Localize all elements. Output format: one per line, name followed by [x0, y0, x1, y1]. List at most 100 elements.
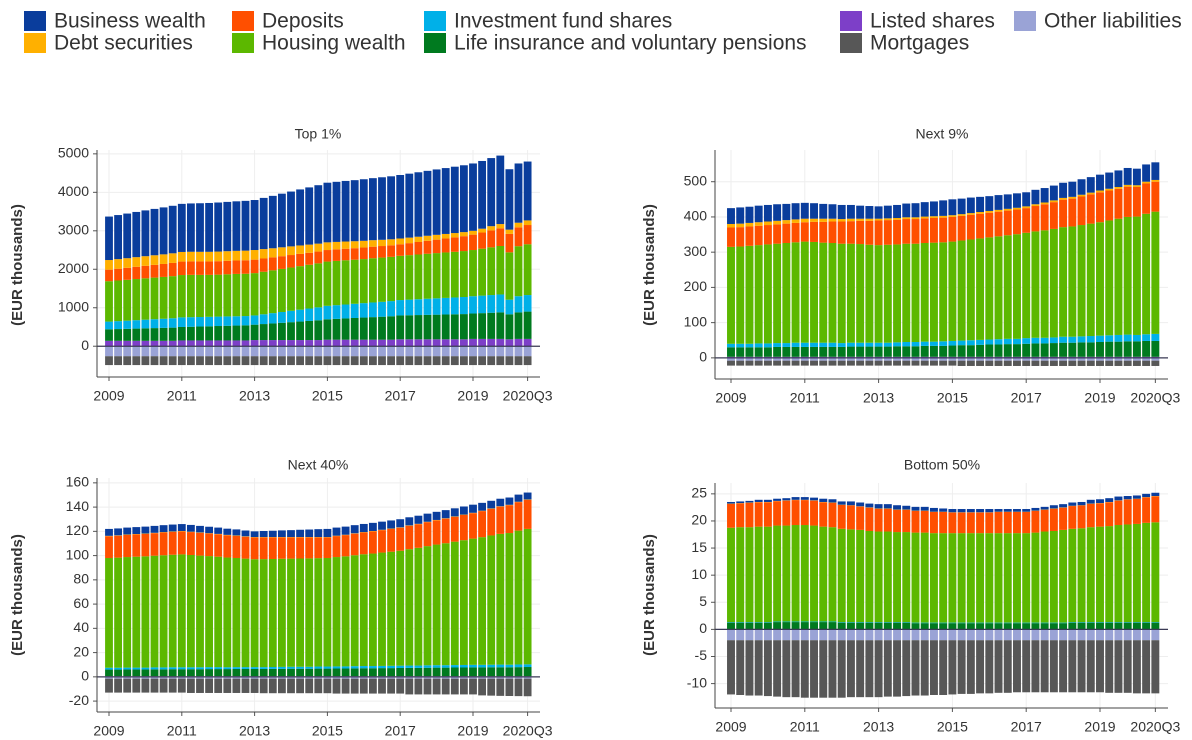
bar-segment — [168, 346, 177, 357]
x-tick-label: 2020Q3 — [1130, 719, 1180, 735]
bar-segment — [1049, 505, 1058, 509]
bar-segment — [1096, 222, 1104, 336]
bar-segment — [1031, 623, 1040, 630]
bar-segment — [396, 238, 405, 245]
bar-segment — [1003, 509, 1012, 512]
bar-segment — [1022, 338, 1031, 344]
bar-segment — [1086, 640, 1095, 693]
bar-segment — [1096, 629, 1104, 641]
bar-segment — [223, 340, 232, 347]
bar-segment — [883, 205, 892, 219]
bar-segment — [800, 621, 809, 623]
bar-segment — [205, 326, 214, 341]
bar-segment — [1096, 499, 1104, 504]
bar-segment — [287, 537, 295, 559]
bar-segment — [994, 357, 1003, 361]
bar-segment — [1031, 629, 1040, 641]
bar-segment — [277, 346, 286, 357]
bar-segment — [1059, 504, 1068, 508]
bar-segment — [287, 191, 295, 247]
bar-segment — [414, 678, 423, 695]
bar-segment — [478, 160, 487, 229]
bar-segment — [177, 678, 186, 693]
bar-segment — [782, 621, 791, 623]
bar-segment — [487, 508, 496, 536]
bar-segment — [1114, 341, 1123, 357]
bar-segment — [268, 558, 277, 668]
bar-segment — [105, 558, 113, 668]
bar-segment — [323, 666, 332, 669]
bar-segment — [957, 629, 966, 641]
bar-segment — [159, 327, 168, 341]
bar-segment — [368, 346, 377, 357]
bar-segment — [1049, 202, 1058, 229]
bar-segment — [396, 175, 405, 239]
bar-segment — [948, 509, 957, 513]
bar-segment — [159, 263, 168, 277]
bar-segment — [514, 667, 523, 677]
bar-segment — [514, 227, 523, 247]
bar-segment — [893, 622, 902, 623]
bar-segment — [911, 506, 920, 511]
bar-segment — [1132, 495, 1141, 499]
bar-segment — [939, 623, 948, 630]
bar-segment — [939, 512, 948, 534]
bar-segment — [902, 509, 911, 533]
bar-segment — [378, 239, 386, 247]
bar-segment — [459, 232, 468, 237]
bar-segment — [837, 219, 846, 222]
bar-segment — [514, 246, 523, 297]
bar-segment — [186, 667, 195, 670]
bar-segment — [168, 276, 177, 319]
bar-segment — [763, 221, 772, 226]
bar-segment — [423, 522, 432, 547]
bar-segment — [994, 623, 1003, 630]
bar-segment — [1151, 162, 1160, 180]
bar-segment — [214, 527, 223, 534]
bar-segment — [1040, 623, 1049, 630]
bar-segment — [763, 357, 772, 361]
bar-segment — [1059, 623, 1068, 630]
bar-segment — [1114, 500, 1123, 526]
bar-segment — [745, 245, 754, 344]
bar-segment — [214, 316, 223, 327]
bar-segment — [1040, 343, 1049, 357]
bar-segment — [837, 346, 846, 357]
bar-segment — [1086, 622, 1095, 623]
bar-segment — [911, 640, 920, 696]
y-tick-label: -5 — [695, 647, 708, 663]
bar-segment — [469, 513, 477, 539]
bar-segment — [782, 343, 791, 347]
bar-segment — [314, 678, 323, 694]
bar-segment — [305, 187, 314, 245]
bar-segment — [159, 525, 168, 533]
panel-title: Top 1% — [295, 126, 342, 142]
bar-segment — [1114, 218, 1123, 335]
bar-segment — [150, 346, 159, 357]
bar-segment — [727, 527, 735, 623]
bar-segment — [523, 346, 532, 357]
bar-segment — [1013, 509, 1021, 512]
bar-segment — [305, 356, 314, 366]
bar-segment — [929, 357, 938, 361]
bar-segment — [505, 339, 514, 347]
bar-segment — [523, 161, 532, 221]
bar-segment — [865, 206, 874, 219]
bar-segment — [920, 341, 929, 346]
bar-segment — [1013, 234, 1021, 339]
bar-segment — [523, 244, 532, 296]
bar-segment — [736, 343, 745, 348]
bar-segment — [214, 346, 223, 357]
bar-segment — [1003, 623, 1012, 630]
y-tick-label: 10 — [691, 566, 707, 582]
bar-segment — [957, 198, 966, 215]
bar-segment — [902, 640, 911, 697]
bar-segment — [874, 342, 883, 347]
bar-segment — [976, 196, 985, 213]
bar-segment — [763, 526, 772, 623]
bar-segment — [1077, 629, 1086, 641]
bar-segment — [865, 346, 874, 357]
bar-segment — [800, 360, 809, 366]
bar-segment — [837, 640, 846, 698]
bar-segment — [754, 357, 763, 361]
